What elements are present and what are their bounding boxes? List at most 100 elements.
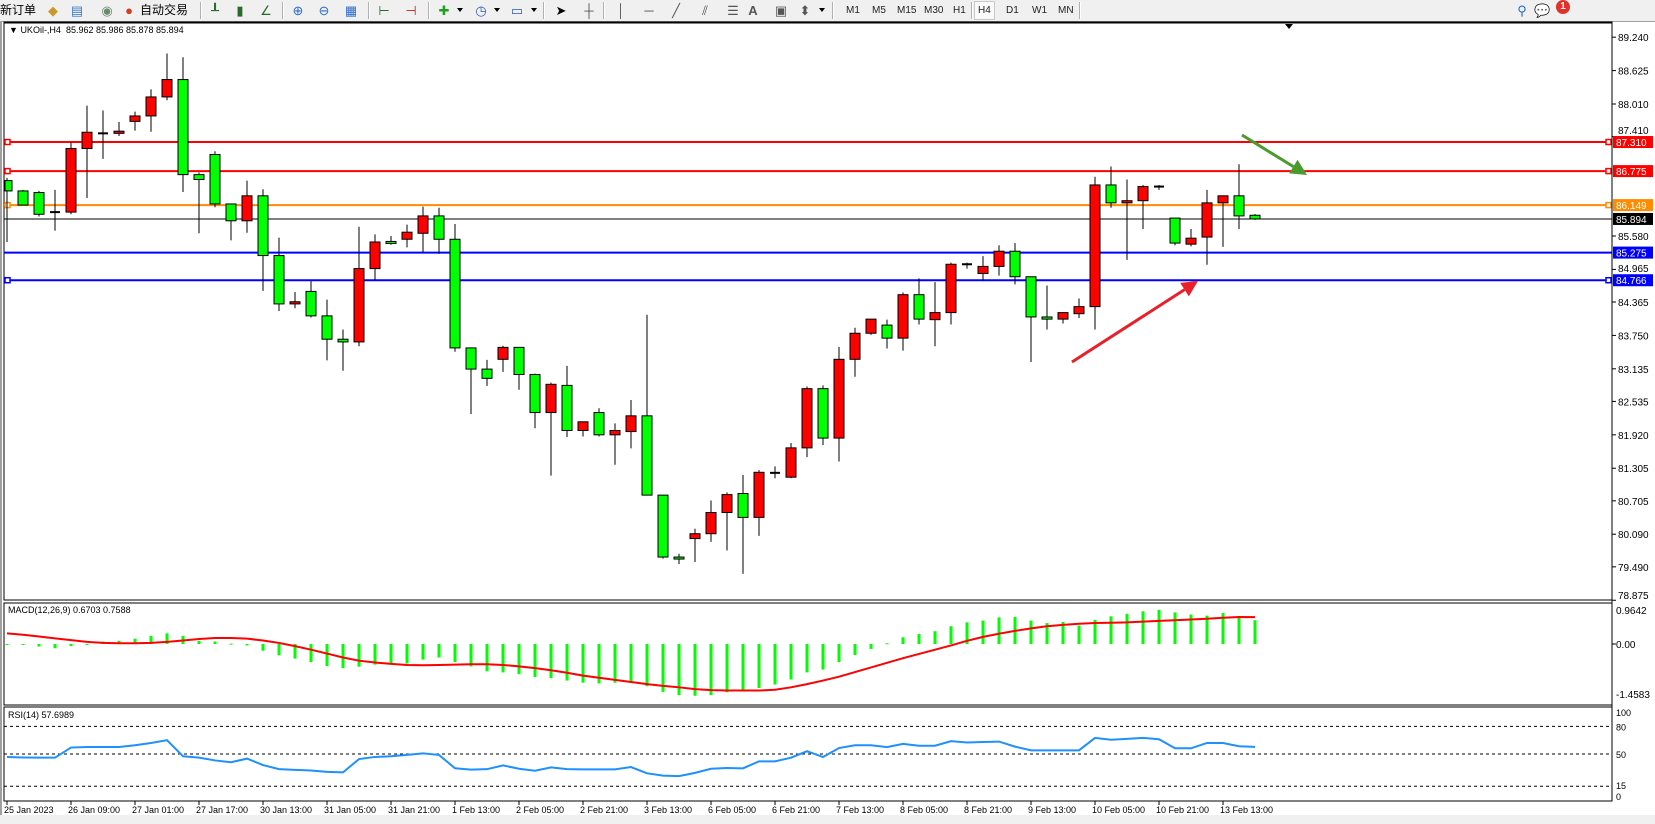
messages-icon[interactable]: 💬 [1534, 3, 1551, 18]
status-strip [0, 815, 1655, 824]
timeframe-h1[interactable]: H1 [953, 5, 966, 16]
search-icon[interactable]: ⚲ [1517, 3, 1527, 18]
zoom-in-icon[interactable]: ⊕ [292, 3, 304, 18]
separator [603, 2, 605, 19]
candle-body [401, 231, 413, 240]
macd-histogram-bar [661, 644, 665, 692]
timeframe-m15[interactable]: M15 [897, 5, 917, 16]
chart-shift-icon[interactable]: ⊢ [378, 3, 390, 18]
macd-histogram-bar [261, 644, 265, 651]
new-order-button[interactable]: 新订单 [0, 3, 37, 17]
chevron-down-icon[interactable] [494, 8, 500, 12]
candle-body [1233, 195, 1245, 217]
horizontal-line-icon[interactable]: ─ [644, 3, 654, 18]
market-watch-icon[interactable]: ◆ [48, 3, 58, 18]
rsi-axis-label: 15 [1616, 781, 1626, 791]
macd-histogram-bar [853, 644, 857, 656]
navigator-icon[interactable]: ◉ [101, 3, 113, 18]
candle-body [929, 312, 941, 321]
macd-histogram-bar [1157, 609, 1161, 644]
macd-histogram-bar [1173, 612, 1177, 644]
chart-shift-marker-icon [1285, 24, 1293, 29]
timeframe-h4[interactable]: H4 [974, 1, 995, 20]
candle-body [1025, 276, 1037, 318]
timeframe-m5[interactable]: M5 [872, 5, 886, 16]
timeframe-m1[interactable]: M1 [846, 5, 860, 16]
candle-body [1073, 306, 1085, 315]
candlestick-icon[interactable]: ▮ [236, 3, 244, 18]
indicators-icon[interactable]: ✚ [438, 3, 450, 18]
candle-body [65, 148, 77, 213]
level-price-tag [1613, 199, 1653, 212]
time-axis-label: 26 Jan 09:00 [68, 805, 120, 815]
price-axis-label: 88.625 [1618, 67, 1649, 78]
macd-histogram-bar [917, 634, 921, 644]
macd-histogram-bar [5, 644, 9, 646]
timeframe-d1[interactable]: D1 [1006, 5, 1019, 16]
separator [282, 2, 284, 19]
candle-body [289, 301, 301, 305]
chevron-down-icon[interactable] [531, 8, 537, 12]
equidistant-channel-icon[interactable]: ⫽ [702, 3, 708, 18]
candle-body [449, 238, 461, 349]
candle-body [913, 294, 925, 320]
line-chart-icon[interactable]: ∠ [260, 3, 272, 18]
trendline-icon[interactable]: ╱ [672, 3, 680, 18]
text-icon[interactable]: A [748, 3, 758, 18]
macd-histogram-bar [1045, 623, 1049, 644]
zoom-out-icon[interactable]: ⊖ [318, 3, 330, 18]
level-price-tag [1613, 136, 1653, 149]
chevron-down-icon[interactable] [819, 8, 825, 12]
timeframe-w1[interactable]: W1 [1032, 5, 1047, 16]
cursor-icon[interactable]: ➤ [555, 3, 567, 18]
bar-chart-icon[interactable]: ┸ [211, 3, 219, 18]
templates-icon[interactable]: ▭ [510, 3, 524, 18]
macd-histogram-bar [517, 644, 521, 675]
macd-histogram-bar [869, 644, 873, 649]
fibonacci-icon[interactable]: ☰ [727, 3, 739, 18]
macd-histogram-bar [741, 644, 745, 692]
candle-body [273, 255, 285, 305]
candle-body [1089, 184, 1101, 308]
auto-trading-icon[interactable]: ● [125, 3, 133, 18]
chart-menu-triangle-icon[interactable]: ▼ [9, 25, 18, 35]
autoscroll-icon[interactable]: ⊣ [405, 3, 417, 18]
level-handle [4, 167, 11, 175]
crosshair-icon[interactable]: ┼ [584, 3, 594, 18]
green-arrow [1241, 133, 1295, 168]
time-axis-label: 13 Feb 13:00 [1220, 805, 1273, 815]
candle-body [193, 174, 205, 181]
arrows-icon[interactable]: ⬍ [799, 3, 811, 18]
timeframe-mn[interactable]: MN [1058, 5, 1074, 16]
time-axis-label: 25 Jan 2023 [4, 805, 54, 815]
candle-body [497, 346, 509, 360]
macd-histogram-bar [197, 640, 201, 644]
chevron-down-icon[interactable] [457, 8, 463, 12]
macd-histogram-bar [885, 643, 889, 645]
macd-histogram-bar [1221, 613, 1225, 644]
candle-body [545, 383, 557, 414]
vertical-line-icon[interactable]: │ [616, 3, 626, 18]
time-axis-label: 7 Feb 13:00 [836, 805, 884, 815]
macd-histogram-bar [1237, 617, 1241, 644]
candle-body [1041, 316, 1053, 320]
separator [832, 2, 834, 19]
level-handle [1605, 276, 1612, 284]
macd-histogram-bar [629, 644, 633, 683]
tile-windows-icon[interactable]: ▦ [344, 3, 358, 18]
macd-histogram-bar [549, 644, 553, 679]
data-window-icon[interactable]: ▤ [70, 3, 84, 18]
text-label-icon[interactable]: ▣ [774, 3, 788, 18]
macd-histogram-bar [469, 644, 473, 667]
macd-histogram-bar [1093, 619, 1097, 644]
candle-body [465, 347, 477, 370]
macd-histogram-bar [1029, 620, 1033, 644]
level-price-tag [1613, 165, 1653, 178]
level-handle [1605, 138, 1612, 146]
candle-body [689, 533, 701, 540]
timeframe-m30[interactable]: M30 [924, 5, 944, 16]
time-axis-label: 6 Feb 05:00 [708, 805, 756, 815]
auto-trading-button[interactable]: 自动交易 [140, 3, 189, 17]
periods-icon[interactable]: ◷ [475, 3, 487, 18]
